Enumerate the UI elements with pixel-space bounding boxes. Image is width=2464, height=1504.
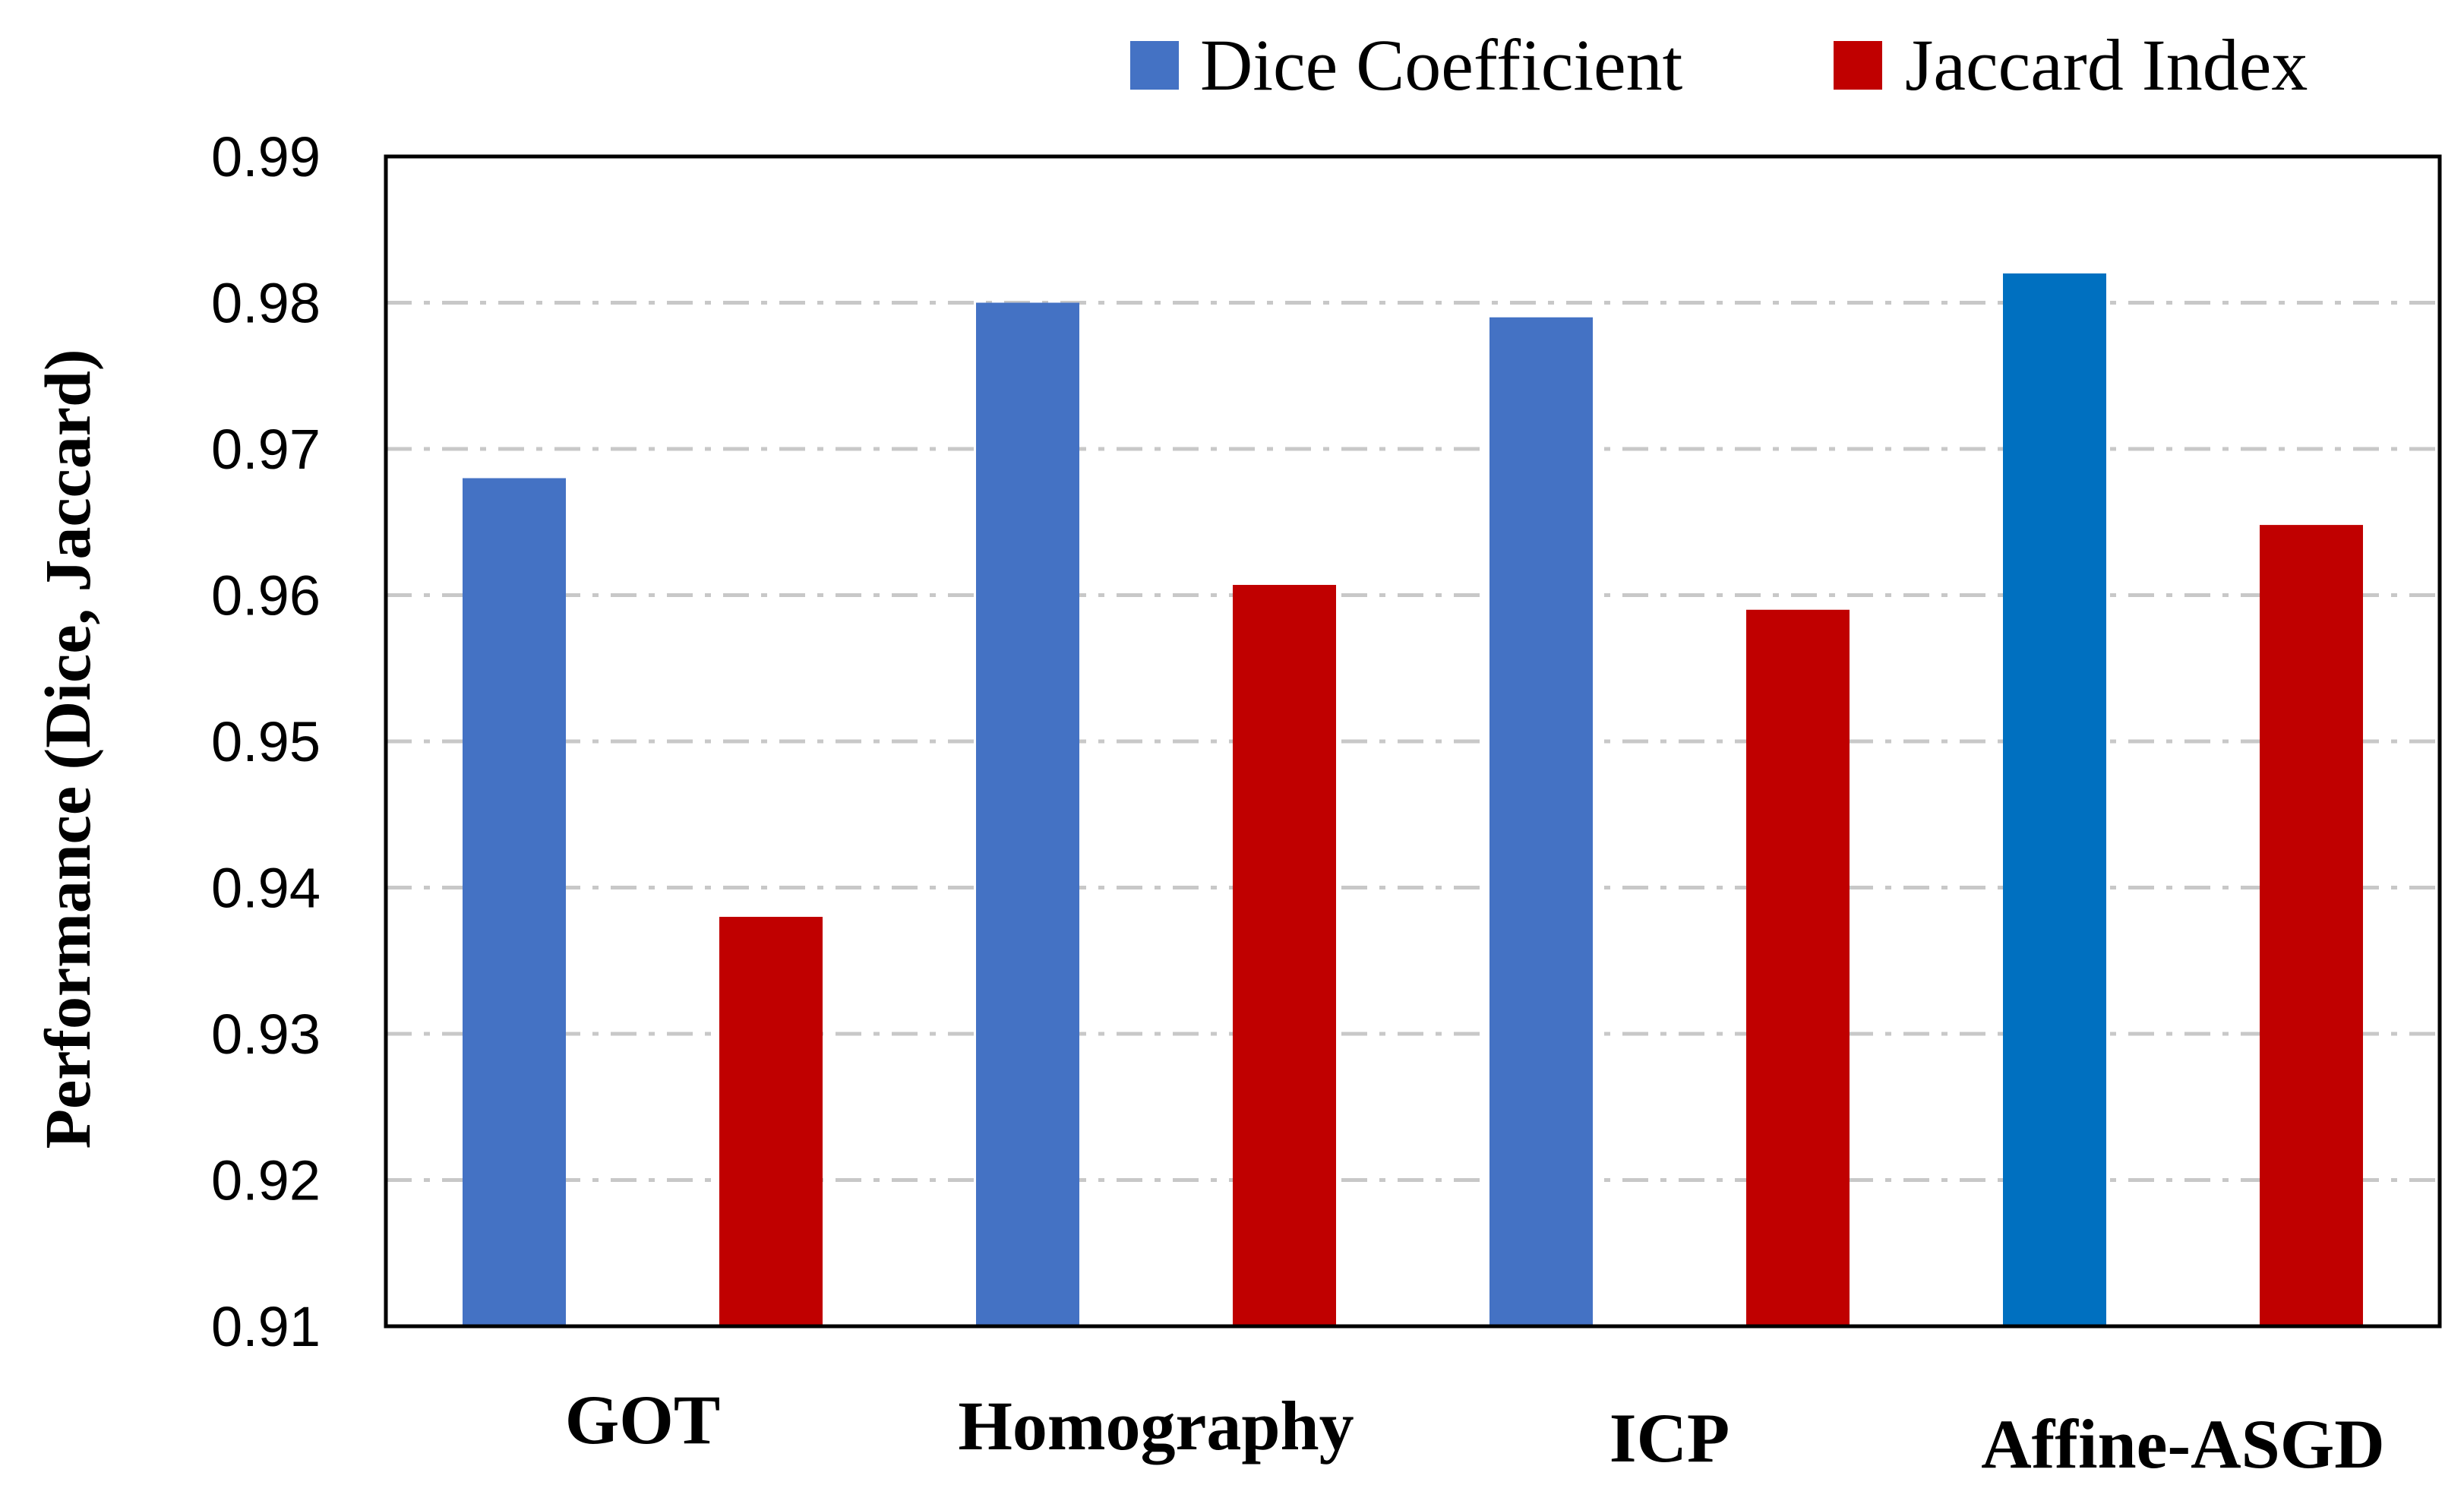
- legend-swatch-dice: [1130, 41, 1179, 90]
- bar-dice-affine-asgd: [2003, 273, 2106, 1326]
- legend: Dice Coefficient Jaccard Index: [1130, 24, 2308, 106]
- y-axis-label: Performance (Dice, Jaccard): [31, 349, 104, 1149]
- x-category-label: Affine-ASGD: [1981, 1405, 2385, 1483]
- grid-lines: [386, 301, 2440, 1182]
- y-tick-label: 0.97: [211, 418, 321, 481]
- y-tick-label: 0.93: [211, 1003, 321, 1066]
- y-tick-label: 0.99: [211, 125, 321, 188]
- x-category-label: ICP: [1609, 1399, 1730, 1477]
- bar-dice-got: [463, 478, 566, 1326]
- y-tick-label: 0.95: [211, 710, 321, 773]
- y-tick-label: 0.91: [211, 1295, 321, 1358]
- x-category-label: GOT: [565, 1381, 720, 1458]
- bar-jaccard-got: [719, 917, 823, 1326]
- bars: [463, 273, 2363, 1326]
- bar-dice-icp: [1489, 317, 1593, 1326]
- plot-frame: [384, 154, 2442, 1329]
- y-tick-labels: 0.91 0.92 0.93 0.94 0.95 0.96 0.97 0.98 0.99: [211, 125, 321, 1358]
- y-tick-label: 0.98: [211, 272, 321, 335]
- x-category-label: Homography: [958, 1387, 1354, 1465]
- legend-label-jaccard: Jaccard Index: [1905, 24, 2308, 106]
- bar-jaccard-affine-asgd: [2260, 525, 2363, 1326]
- y-tick-label: 0.92: [211, 1149, 321, 1212]
- bar-jaccard-icp: [1746, 609, 1850, 1326]
- legend-label-dice: Dice Coefficient: [1200, 24, 1683, 106]
- y-tick-label: 0.94: [211, 857, 321, 920]
- legend-swatch-jaccard: [1834, 41, 1882, 90]
- y-tick-label: 0.96: [211, 564, 321, 627]
- bar-jaccard-homography: [1233, 585, 1336, 1326]
- bar-dice-homography: [976, 302, 1079, 1326]
- x-category-labels: GOT Homography ICP Affine-ASGD: [565, 1381, 2385, 1483]
